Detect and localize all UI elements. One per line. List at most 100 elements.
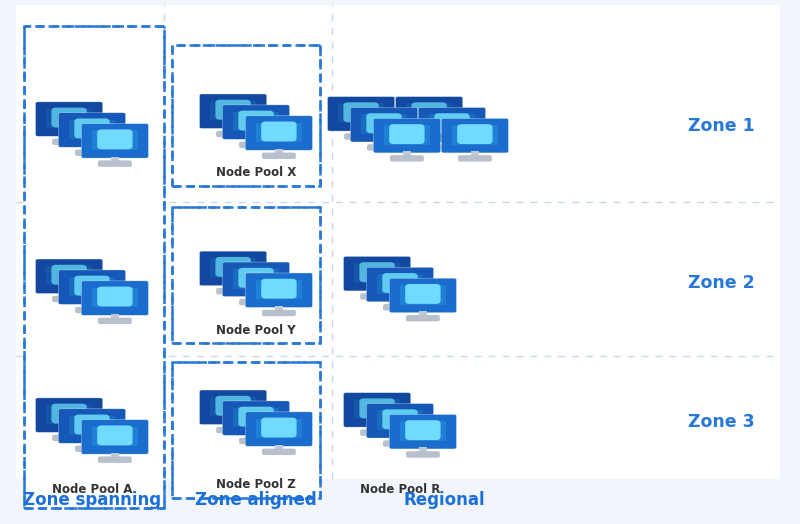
Bar: [402, 151, 411, 157]
FancyBboxPatch shape: [262, 449, 296, 455]
Bar: [88, 146, 96, 151]
FancyBboxPatch shape: [405, 420, 441, 440]
FancyBboxPatch shape: [383, 304, 417, 311]
FancyBboxPatch shape: [354, 399, 400, 419]
FancyBboxPatch shape: [35, 102, 102, 136]
FancyBboxPatch shape: [256, 419, 302, 438]
Bar: [172, 362, 320, 498]
FancyBboxPatch shape: [216, 427, 250, 433]
FancyBboxPatch shape: [246, 273, 313, 308]
FancyBboxPatch shape: [51, 403, 87, 423]
FancyBboxPatch shape: [210, 258, 256, 278]
FancyBboxPatch shape: [452, 125, 498, 145]
FancyBboxPatch shape: [246, 412, 313, 446]
FancyBboxPatch shape: [418, 107, 486, 142]
FancyBboxPatch shape: [354, 263, 400, 283]
FancyBboxPatch shape: [92, 288, 138, 307]
FancyBboxPatch shape: [256, 123, 302, 142]
FancyBboxPatch shape: [215, 100, 251, 119]
FancyBboxPatch shape: [69, 277, 115, 297]
Bar: [373, 289, 382, 296]
FancyBboxPatch shape: [238, 268, 274, 288]
FancyBboxPatch shape: [233, 112, 279, 132]
FancyBboxPatch shape: [366, 267, 434, 302]
FancyBboxPatch shape: [406, 103, 452, 123]
Bar: [65, 431, 74, 437]
FancyBboxPatch shape: [239, 141, 273, 148]
Bar: [252, 434, 260, 440]
FancyBboxPatch shape: [82, 420, 149, 454]
Bar: [425, 129, 434, 136]
FancyBboxPatch shape: [390, 278, 457, 313]
FancyBboxPatch shape: [74, 414, 110, 434]
FancyBboxPatch shape: [390, 155, 424, 161]
FancyBboxPatch shape: [374, 118, 441, 153]
FancyBboxPatch shape: [69, 119, 115, 139]
FancyBboxPatch shape: [82, 281, 149, 315]
FancyBboxPatch shape: [405, 284, 441, 304]
FancyBboxPatch shape: [429, 114, 475, 134]
FancyBboxPatch shape: [343, 392, 410, 427]
FancyBboxPatch shape: [360, 430, 394, 436]
FancyBboxPatch shape: [58, 409, 126, 443]
FancyBboxPatch shape: [222, 262, 290, 297]
FancyBboxPatch shape: [359, 398, 395, 418]
Bar: [357, 129, 366, 136]
FancyBboxPatch shape: [215, 396, 251, 416]
FancyBboxPatch shape: [222, 105, 290, 139]
FancyBboxPatch shape: [199, 390, 266, 424]
FancyBboxPatch shape: [327, 96, 394, 131]
FancyBboxPatch shape: [233, 408, 279, 428]
FancyBboxPatch shape: [360, 293, 394, 300]
FancyBboxPatch shape: [75, 307, 109, 313]
FancyBboxPatch shape: [215, 257, 251, 277]
Bar: [274, 306, 283, 312]
Bar: [24, 26, 164, 508]
FancyBboxPatch shape: [400, 285, 446, 304]
Text: Zone 3: Zone 3: [688, 413, 754, 431]
FancyBboxPatch shape: [384, 125, 430, 145]
FancyBboxPatch shape: [58, 113, 126, 147]
Text: Zone 2: Zone 2: [688, 274, 754, 292]
FancyBboxPatch shape: [51, 107, 87, 127]
FancyBboxPatch shape: [435, 144, 469, 151]
FancyBboxPatch shape: [239, 299, 273, 305]
FancyBboxPatch shape: [406, 451, 440, 457]
FancyBboxPatch shape: [35, 398, 102, 432]
FancyBboxPatch shape: [74, 118, 110, 138]
FancyBboxPatch shape: [343, 256, 410, 291]
FancyBboxPatch shape: [382, 273, 418, 293]
FancyBboxPatch shape: [97, 425, 133, 445]
Bar: [373, 425, 382, 432]
Bar: [110, 314, 119, 320]
FancyBboxPatch shape: [367, 144, 401, 151]
FancyBboxPatch shape: [199, 251, 266, 286]
FancyBboxPatch shape: [395, 96, 462, 131]
Text: Node Pool Y: Node Pool Y: [216, 324, 296, 336]
FancyBboxPatch shape: [16, 5, 780, 479]
FancyBboxPatch shape: [98, 456, 132, 463]
Bar: [252, 138, 260, 144]
FancyBboxPatch shape: [92, 427, 138, 446]
Bar: [110, 453, 119, 458]
Bar: [172, 45, 320, 186]
FancyBboxPatch shape: [46, 405, 92, 424]
FancyBboxPatch shape: [338, 103, 384, 123]
Bar: [418, 311, 427, 317]
FancyBboxPatch shape: [82, 124, 149, 158]
FancyBboxPatch shape: [210, 397, 256, 417]
FancyBboxPatch shape: [233, 269, 279, 289]
Text: Node Pool A: Node Pool A: [52, 484, 132, 496]
FancyBboxPatch shape: [359, 262, 395, 282]
Text: Node Pool X: Node Pool X: [216, 167, 296, 179]
FancyBboxPatch shape: [238, 111, 274, 130]
Bar: [172, 45, 320, 186]
FancyBboxPatch shape: [69, 416, 115, 435]
FancyBboxPatch shape: [52, 296, 86, 302]
Bar: [418, 447, 427, 453]
FancyBboxPatch shape: [377, 274, 423, 294]
FancyBboxPatch shape: [262, 152, 296, 159]
FancyBboxPatch shape: [406, 315, 440, 321]
Bar: [470, 151, 479, 157]
Text: Node Pool R: Node Pool R: [360, 484, 440, 496]
